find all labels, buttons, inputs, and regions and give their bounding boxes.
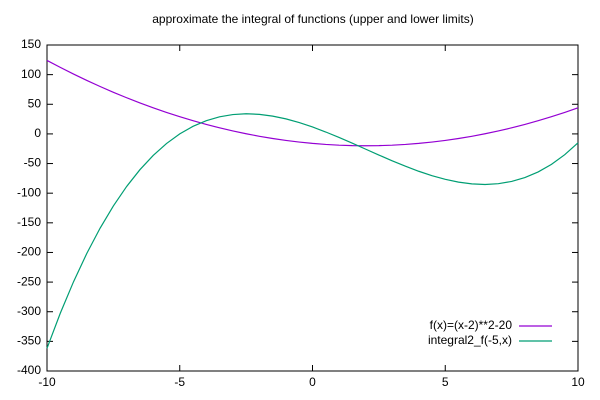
- y-tick-label: -400: [17, 363, 41, 377]
- x-tick-label: 10: [571, 375, 585, 389]
- y-tick-label: -250: [17, 274, 41, 288]
- legend-label: integral2_f(-5,x): [428, 333, 512, 347]
- series-line: [46, 59, 579, 147]
- y-tick-label: -300: [17, 304, 41, 318]
- legend-label: f(x)=(x-2)**2-20: [430, 318, 513, 332]
- x-tick-label: -5: [174, 375, 185, 389]
- y-tick-label: 50: [28, 96, 42, 110]
- y-tick-label: 100: [21, 67, 41, 81]
- y-tick-label: 0: [34, 126, 41, 140]
- series-line: [46, 113, 579, 349]
- chart-title: approximate the integral of functions (u…: [152, 12, 474, 26]
- x-tick-label: -10: [38, 375, 56, 389]
- y-tick-label: -50: [24, 156, 42, 170]
- x-tick-label: 5: [442, 375, 449, 389]
- y-tick-label: -350: [17, 334, 41, 348]
- y-tick-label: -200: [17, 245, 41, 259]
- y-tick-label: -150: [17, 215, 41, 229]
- y-tick-label: -100: [17, 185, 41, 199]
- y-tick-label: 150: [21, 37, 41, 51]
- x-tick-label: 0: [309, 375, 316, 389]
